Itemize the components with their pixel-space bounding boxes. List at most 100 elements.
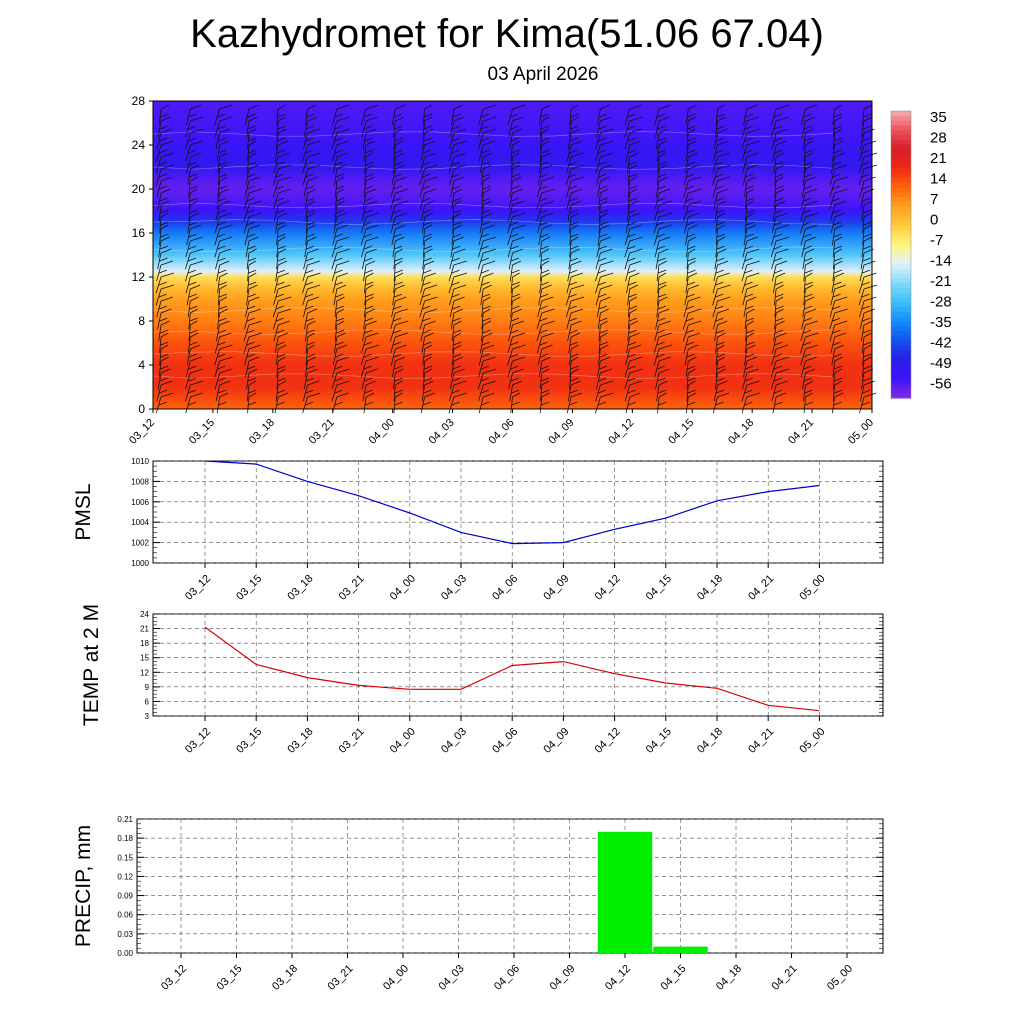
- contour-line: [152, 351, 834, 357]
- wind-barb: [830, 332, 846, 354]
- wind-barb: [276, 236, 286, 258]
- wind-barb: [390, 344, 407, 366]
- colorbar-segment: [891, 154, 911, 160]
- colorbar-segment: [891, 134, 911, 141]
- wind-barb: [422, 212, 434, 234]
- wind-barb: [188, 188, 198, 210]
- wind-barb: [510, 284, 521, 306]
- wind-barb: [829, 308, 848, 330]
- wind-barb: [656, 296, 668, 318]
- wind-barb: [626, 332, 640, 354]
- wind-barb: [334, 296, 345, 318]
- wind-barb: [274, 272, 289, 294]
- wind-barb: [393, 272, 404, 294]
- wind-barb: [686, 128, 696, 150]
- colorbar-segment: [891, 340, 911, 346]
- pmsl-x-tick-label: 04_18: [695, 573, 725, 603]
- wind-barb: [420, 140, 436, 162]
- wind-barb: [302, 392, 321, 414]
- temp-x-tick-label: 04_06: [490, 726, 520, 756]
- precip-y-axis-label: PRECIP, mm: [72, 825, 95, 947]
- wind-barb: [566, 152, 584, 174]
- wind-barb: [742, 164, 758, 186]
- wind-barb: [741, 260, 760, 282]
- wind-barb: [273, 308, 292, 330]
- colorbar-segment: [891, 249, 911, 256]
- wind-barb: [715, 212, 726, 234]
- wind-barb: [333, 212, 347, 234]
- colorbar-segment: [891, 225, 911, 232]
- pmsl-x-tick-label: 04_15: [644, 573, 674, 603]
- wind-barb: [478, 380, 496, 402]
- colorbar-segment: [891, 383, 911, 390]
- wind-barb: [802, 164, 814, 186]
- wind-barb: [246, 152, 257, 174]
- wind-barb: [360, 224, 380, 246]
- wind-barb: [596, 164, 612, 186]
- wind-barb: [803, 152, 813, 174]
- wind-barb: [393, 116, 404, 138]
- wind-barb: [771, 260, 788, 282]
- wind-barb: [509, 176, 522, 198]
- wind-barb: [510, 164, 521, 186]
- wind-barb: [741, 380, 760, 402]
- heatmap-x-tick-label: 03_18: [247, 417, 277, 447]
- colorbar-segment: [891, 350, 911, 356]
- colorbar-segment: [891, 130, 911, 136]
- wind-barb: [598, 320, 608, 342]
- pmsl-series-line: [204, 460, 820, 545]
- wind-barb: [831, 272, 845, 294]
- wind-barb: [655, 368, 670, 390]
- wind-barb: [334, 176, 345, 198]
- wind-barb: [478, 140, 495, 162]
- wind-barb: [157, 116, 171, 138]
- wind-barb: [567, 200, 581, 222]
- wind-barb: [829, 188, 848, 210]
- wind-barb: [625, 140, 641, 162]
- precip-y-tick-label: 0.09: [117, 892, 133, 901]
- wind-barb: [598, 344, 609, 366]
- wind-barb: [773, 188, 785, 210]
- wind-barb: [745, 320, 755, 342]
- pmsl-y-tick-label: 1010: [131, 457, 149, 466]
- wind-barb: [772, 140, 787, 162]
- pmsl-x-tick-label: 03_15: [234, 573, 264, 603]
- wind-barb: [390, 308, 408, 330]
- wind-barb: [155, 272, 175, 294]
- wind-barb: [422, 116, 433, 138]
- wind-barb: [509, 260, 522, 282]
- wind-barb: [655, 308, 670, 330]
- wind-barb: [186, 344, 201, 366]
- wind-barb: [595, 260, 614, 282]
- colorbar-segment: [891, 331, 911, 337]
- wind-barb: [597, 308, 609, 330]
- colorbar-segment: [891, 345, 911, 351]
- wind-barb: [185, 104, 202, 126]
- heatmap-x-tick-label: 04_00: [367, 417, 397, 447]
- wind-barb: [392, 356, 405, 378]
- wind-barb: [304, 104, 316, 126]
- wind-barb: [244, 176, 261, 198]
- wind-barb: [243, 320, 262, 342]
- wind-barb: [188, 320, 198, 342]
- wind-barb: [625, 344, 642, 366]
- wind-barb: [624, 224, 643, 246]
- wind-barb: [742, 116, 759, 138]
- wind-barb: [655, 176, 669, 198]
- pmsl-frame: [152, 460, 884, 564]
- wind-barb: [684, 284, 699, 306]
- wind-barb: [451, 104, 463, 126]
- wind-barb: [477, 248, 497, 270]
- wind-barb: [858, 284, 878, 306]
- wind-barb: [800, 188, 818, 210]
- wind-barb: [305, 344, 315, 366]
- wind-barb: [216, 260, 230, 282]
- wind-barb: [508, 188, 524, 210]
- wind-barb: [159, 344, 169, 366]
- wind-barb: [712, 164, 731, 186]
- wind-barb: [478, 356, 496, 378]
- temp-y-tick-label: 9: [145, 683, 150, 692]
- pmsl-x-tick-label: 03_18: [285, 573, 315, 603]
- colorbar-label: -42: [930, 335, 952, 352]
- wind-barb: [743, 104, 758, 126]
